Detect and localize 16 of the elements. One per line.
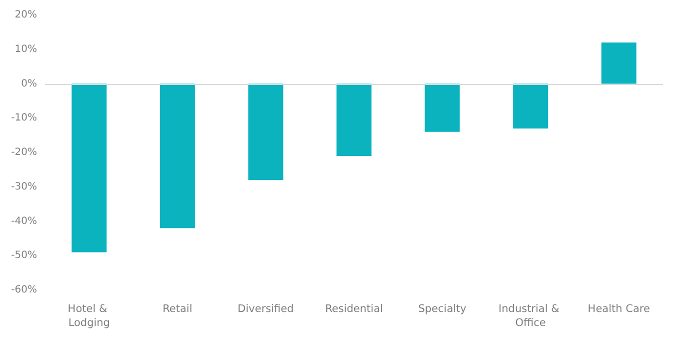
y-tick-label: -40% bbox=[11, 216, 37, 227]
y-tick-label: 20% bbox=[14, 10, 37, 20]
y-tick-label: 0% bbox=[21, 78, 37, 90]
x-tick-label: Industrial & Office bbox=[498, 303, 563, 329]
x-tick-label: Residential bbox=[325, 303, 383, 315]
y-tick-label: -10% bbox=[11, 112, 37, 124]
y-tick-label: 10% bbox=[14, 44, 37, 55]
y-tick-label: -60% bbox=[11, 284, 37, 296]
x-tick-label: Health Care bbox=[588, 303, 650, 315]
x-tick-label: Retail bbox=[162, 303, 192, 315]
x-tick-label: Diversified bbox=[238, 303, 294, 315]
x-tick-label: Specialty bbox=[418, 303, 466, 315]
x-tick-label: Hotel & Lodging bbox=[68, 303, 110, 329]
y-tick-label: -50% bbox=[11, 250, 37, 262]
y-tick-label: -30% bbox=[11, 181, 37, 192]
y-tick-label: -20% bbox=[11, 147, 37, 158]
